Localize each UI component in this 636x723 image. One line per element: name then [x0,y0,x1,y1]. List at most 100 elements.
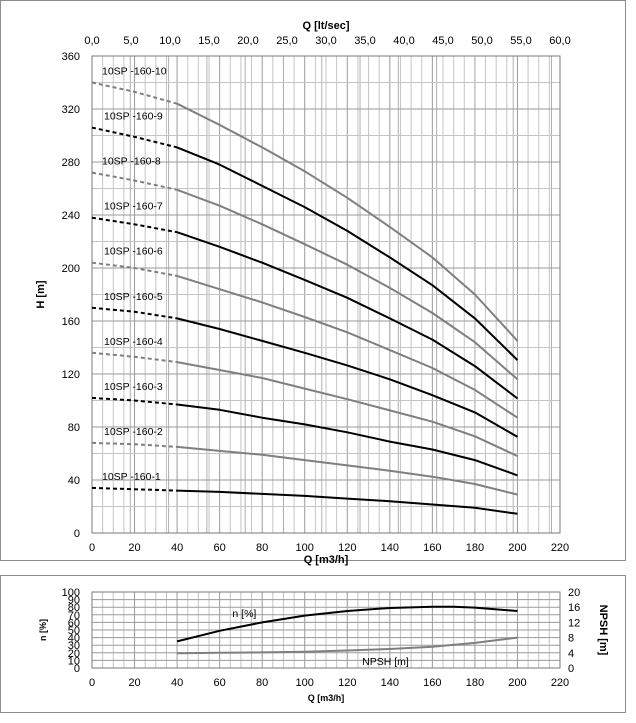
y-tick-label: 10 [68,655,80,667]
x-tick-label: 20 [128,677,140,689]
series-line-dashed [91,396,178,406]
series-line [176,102,519,342]
y-right-tick-label: 16 [568,602,580,614]
series-line-dashed [91,486,178,492]
series-line [176,361,518,458]
y-axis-title: n [%] [38,619,48,641]
series-label: 10SP -160-1 [102,471,161,483]
upper-chart-frame [0,0,626,561]
y-tick-label: 160 [62,316,80,328]
series-line [176,317,518,438]
series-line-dashed [91,216,178,234]
top-x-tick-label: 20,0 [237,35,258,47]
top-x-tick-label: 5,0 [123,35,138,47]
y-tick-label: 80 [68,422,80,434]
y-tick-label: 360 [62,51,80,63]
series-line-dashed [91,171,178,191]
series-label: 10SP -160-6 [104,246,163,258]
x-tick-label: 120 [338,677,356,689]
y-tick-label: 280 [62,157,80,169]
x-tick-label: 80 [256,677,268,689]
series-label: 10SP -160-4 [104,336,163,348]
x-tick-label: 0 [89,677,95,689]
y-axis-title: H [m] [35,280,47,308]
y-right-tick-label: 4 [568,648,574,660]
x-tick-label: 100 [296,677,314,689]
series-label: 10SP -160-10 [102,66,167,78]
x-tick-label: 0 [89,542,95,554]
x-tick-label: 40 [171,677,183,689]
x-tick-label: 20 [128,542,140,554]
x-tick-label: 120 [338,542,356,554]
y-tick-label: 70 [68,610,80,622]
y-tick-label: 240 [62,210,80,222]
lower-chart-frame [0,575,626,713]
top-x-tick-label: 35,0 [354,35,375,47]
series-line [176,231,519,400]
top-x-tick-label: 55,0 [510,35,531,47]
y-tick-label: 60 [68,617,80,629]
y-tick-label: 30 [68,640,80,652]
series-line [177,445,518,496]
series-line-dashed [91,126,178,149]
y-tick-label: 320 [62,104,80,116]
y-right-tick-label: 8 [568,633,574,645]
series-label-npsh: NPSH [m] [362,656,409,668]
x-tick-label: 220 [551,677,569,689]
x-axis-title: Q [m3/h] [308,693,345,703]
series-line-dashed [91,306,178,320]
series-label: 10SP -160-2 [104,426,163,438]
x-tick-label: 180 [466,542,484,554]
y-tick-label: 40 [68,633,80,645]
series-line-dashed [91,261,178,277]
x-tick-label: 160 [423,677,441,689]
top-x-tick-label: 50,0 [471,35,492,47]
x-tick-label: 180 [466,677,484,689]
top-x-tick-label: 40,0 [393,35,414,47]
series-line-dashed [91,81,178,105]
top-axis-title: Q [lt/sec] [302,20,349,32]
series-line [176,188,519,381]
series-label-efficiency: n [%] [232,608,256,620]
top-x-tick-label: 45,0 [432,35,453,47]
x-tick-label: 160 [423,542,441,554]
y-tick-label: 120 [62,369,80,381]
series-line-dashed [91,351,178,364]
y-tick-label: 0 [74,528,80,540]
top-x-tick-label: 25,0 [276,35,297,47]
x-tick-label: 40 [171,542,183,554]
series-line-npsh [177,636,518,655]
y-tick-label: 100 [62,587,80,599]
y-tick-label: 40 [68,475,80,487]
x-tick-label: 80 [256,542,268,554]
x-tick-label: 60 [214,542,226,554]
series-label: 10SP -160-3 [104,381,163,393]
top-x-tick-label: 0,0 [84,35,99,47]
y-right-axis-title: NPSH [m] [597,605,609,656]
y-tick-label: 90 [68,595,80,607]
y-tick-label: 200 [62,263,80,275]
x-tick-label: 220 [551,542,569,554]
y-right-tick-label: 12 [568,617,580,629]
x-tick-label: 200 [508,677,526,689]
series-line [176,403,518,477]
series-line [176,274,519,419]
series-line-efficiency [176,605,518,643]
y-tick-label: 0 [74,663,80,675]
series-line-dashed [91,441,178,448]
y-tick-label: 50 [68,625,80,637]
series-line [176,146,519,361]
y-right-tick-label: 20 [568,587,580,599]
x-tick-label: 200 [508,542,526,554]
series-label: 10SP -160-8 [102,156,161,168]
top-x-tick-label: 15,0 [198,35,219,47]
plot-area-border [91,55,561,534]
x-axis-title: Q [m3/h] [304,554,349,566]
plot-area-border [91,591,561,669]
series-label: 10SP -160-9 [104,111,163,123]
y-tick-label: 80 [68,602,80,614]
series-label: 10SP -160-5 [104,291,163,303]
x-tick-label: 140 [381,677,399,689]
